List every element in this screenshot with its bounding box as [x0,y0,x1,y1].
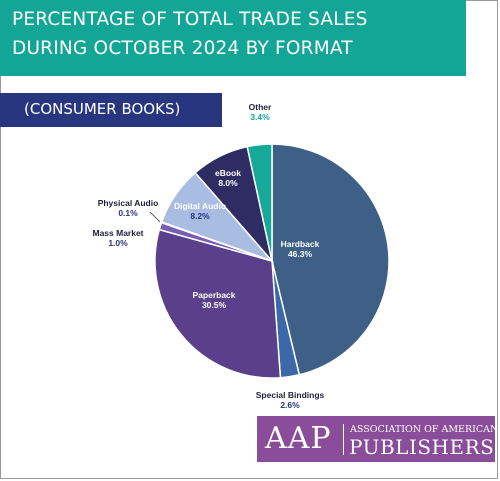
logo-publishers-line: PUBLISHERS [349,435,495,459]
chart-title-line-2: DURING OCTOBER 2024 BY FORMAT [12,38,353,59]
logo-letters: AAP [265,421,332,456]
slice-value-mass-market: 1.0% [108,238,128,248]
chart-subtitle: (CONSUMER BOOKS) [24,100,181,118]
leader-line-physical-audio [149,211,161,223]
slice-value-physical-audio: 0.1% [118,208,138,218]
slice-label-digital-audio: Digital Audio [174,201,226,211]
aap-logo: AAP ASSOCIATION OF AMERICAN PUBLISHERS [257,416,499,462]
subtitle-banner: (CONSUMER BOOKS) [0,93,222,127]
slice-label-special-bindings: Special Bindings [256,390,325,400]
slice-value-ebook: 8.0% [218,178,238,188]
slice-label-ebook: eBook [215,168,241,178]
slice-value-paperback: 30.5% [202,300,227,310]
slice-value-special-bindings: 2.6% [280,400,300,410]
slice-value-other: 3.4% [250,112,270,122]
slice-label-paperback: Paperback [193,290,236,300]
pie-slice-other [246,143,273,262]
chart-title-line-1: PERCENTAGE OF TOTAL TRADE SALES [12,9,368,30]
slice-label-other: Other [249,102,272,112]
pie-slice-hardback [271,143,390,376]
slice-value-digital-audio: 8.2% [190,211,210,221]
slice-value-hardback: 46.3% [288,249,313,259]
slice-label-physical-audio: Physical Audio [98,198,159,208]
pie-slices [154,143,390,379]
logo-association-line: ASSOCIATION OF AMERICAN [350,424,499,435]
pie-slice-paperback [154,228,282,379]
logo-divider [343,424,344,455]
slice-label-hardback: Hardback [281,239,320,249]
title-banner: PERCENTAGE OF TOTAL TRADE SALES DURING O… [0,0,466,76]
slice-label-mass-market: Mass Market [92,228,143,238]
